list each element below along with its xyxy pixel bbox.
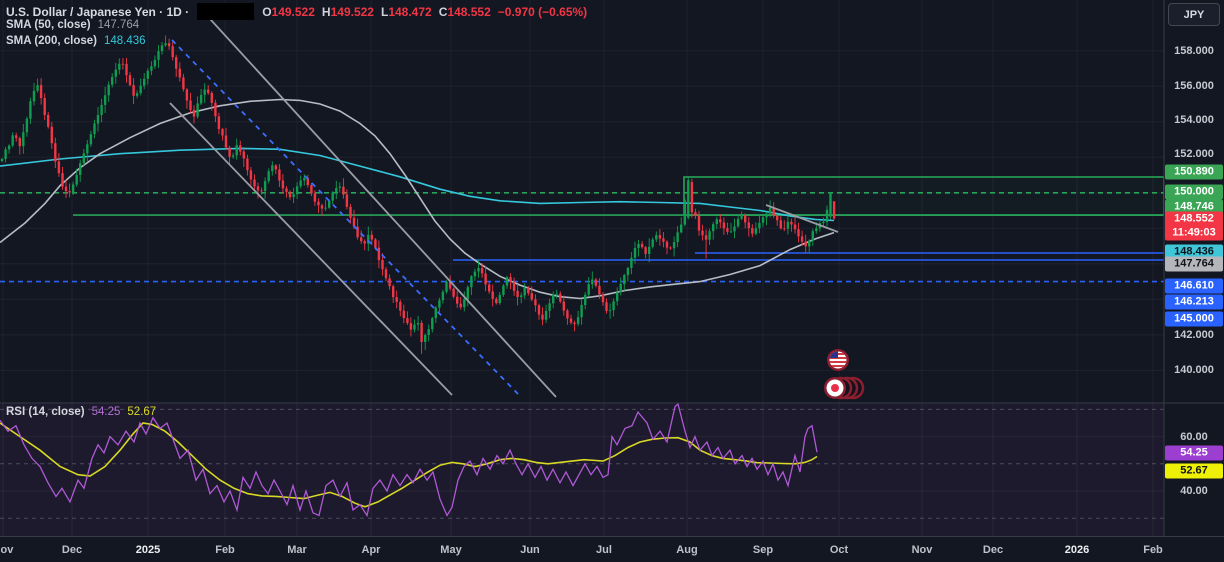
price-axis-label: 148.552 11:49:03 xyxy=(1165,211,1223,241)
ohlc-readout: O149.522 H149.522 L148.472 C148.552 −0.9… xyxy=(262,4,588,19)
time-axis-label: Oct xyxy=(829,544,849,556)
rsi-legend[interactable]: RSI (14, close) 54.25 52.67 xyxy=(6,406,157,418)
currency-toggle-button[interactable]: JPY xyxy=(1168,3,1220,26)
event-flags[interactable] xyxy=(824,349,865,400)
time-axis-label: Jul xyxy=(596,544,612,556)
price-axis-label: 148.746 xyxy=(1165,199,1223,215)
chart-header: U.S. Dollar / Japanese Yen · 1D · O149.5… xyxy=(6,3,587,20)
rsi-value: 54.25 xyxy=(91,406,121,418)
trendline[interactable] xyxy=(171,39,521,397)
redacted-region xyxy=(197,3,255,20)
time-axis-label: 2025 xyxy=(135,544,161,556)
price-axis-tick: 154.000 xyxy=(1174,114,1214,126)
price-axis-tick: 60.00 xyxy=(1180,431,1208,443)
change-readout: −0.970 (−0.65%) xyxy=(497,4,588,19)
time-axis-label: Nov xyxy=(911,544,933,556)
rsi-line xyxy=(0,403,818,518)
sma50-legend[interactable]: SMA (50, close) 147.764 xyxy=(6,19,140,31)
time-axis[interactable]: Nov Dec 2025 Feb Mar Apr May Jun Jul Aug Sep Oct Nov… xyxy=(0,536,1224,562)
rsi-ma-value: 52.67 xyxy=(127,406,157,418)
price-axis-label: 145.000 xyxy=(1165,311,1223,327)
price-axis-tick: 140.000 xyxy=(1174,364,1214,376)
time-axis-label: Apr xyxy=(361,544,381,556)
rsi-ma-line xyxy=(0,422,818,508)
time-axis-label: Dec xyxy=(982,544,1004,556)
price-axis-label: 150.000 xyxy=(1165,184,1223,200)
sma50-value: 147.764 xyxy=(97,19,140,31)
time-axis-label: Mar xyxy=(287,544,307,556)
price-axis-label: 150.890 xyxy=(1165,164,1223,180)
price-axis-label: 146.610 xyxy=(1165,278,1223,294)
time-axis-label: Dec xyxy=(61,544,83,556)
price-axis-label: 148.436 xyxy=(1165,244,1223,260)
trendline[interactable] xyxy=(765,204,839,233)
trendline[interactable] xyxy=(199,7,557,398)
time-axis-label: Sep xyxy=(752,544,774,556)
sma50-line xyxy=(0,98,835,300)
time-axis-label: Feb xyxy=(1143,544,1163,556)
price-axis-tick: 158.000 xyxy=(1174,45,1214,57)
time-axis-label: May xyxy=(440,544,462,556)
time-axis-label: Nov xyxy=(0,544,14,556)
price-axis-tick: 152.000 xyxy=(1174,148,1214,160)
price-axis-label: 54.25 xyxy=(1165,445,1223,461)
symbol-title[interactable]: U.S. Dollar / Japanese Yen · 1D · xyxy=(6,4,190,19)
time-axis-label: Jun xyxy=(520,544,540,556)
trendlines-layer xyxy=(169,7,839,398)
sma200-line xyxy=(0,147,835,222)
price-axis-label: 52.67 xyxy=(1165,463,1223,479)
price-axis-tick: 142.000 xyxy=(1174,329,1214,341)
level-lines-layer xyxy=(0,176,1164,283)
price-axis-label: 147.764 xyxy=(1165,256,1223,272)
time-axis-label: 2026 xyxy=(1064,544,1090,556)
trendline[interactable] xyxy=(169,102,453,396)
price-axis-tick: 40.00 xyxy=(1180,485,1208,497)
sma200-legend[interactable]: SMA (200, close) 148.436 xyxy=(6,35,146,47)
candles-layer[interactable] xyxy=(0,35,836,354)
time-axis-label: Feb xyxy=(215,544,235,556)
price-axis[interactable]: 158.000 156.000 154.000 152.000 142.000 140.0… xyxy=(1164,0,1224,536)
price-axis-tick: 156.000 xyxy=(1174,80,1214,92)
price-axis-label: 146.213 xyxy=(1165,294,1223,310)
grid-layer xyxy=(0,0,1164,536)
sma200-value: 148.436 xyxy=(103,35,146,47)
time-axis-label: Aug xyxy=(676,544,698,556)
